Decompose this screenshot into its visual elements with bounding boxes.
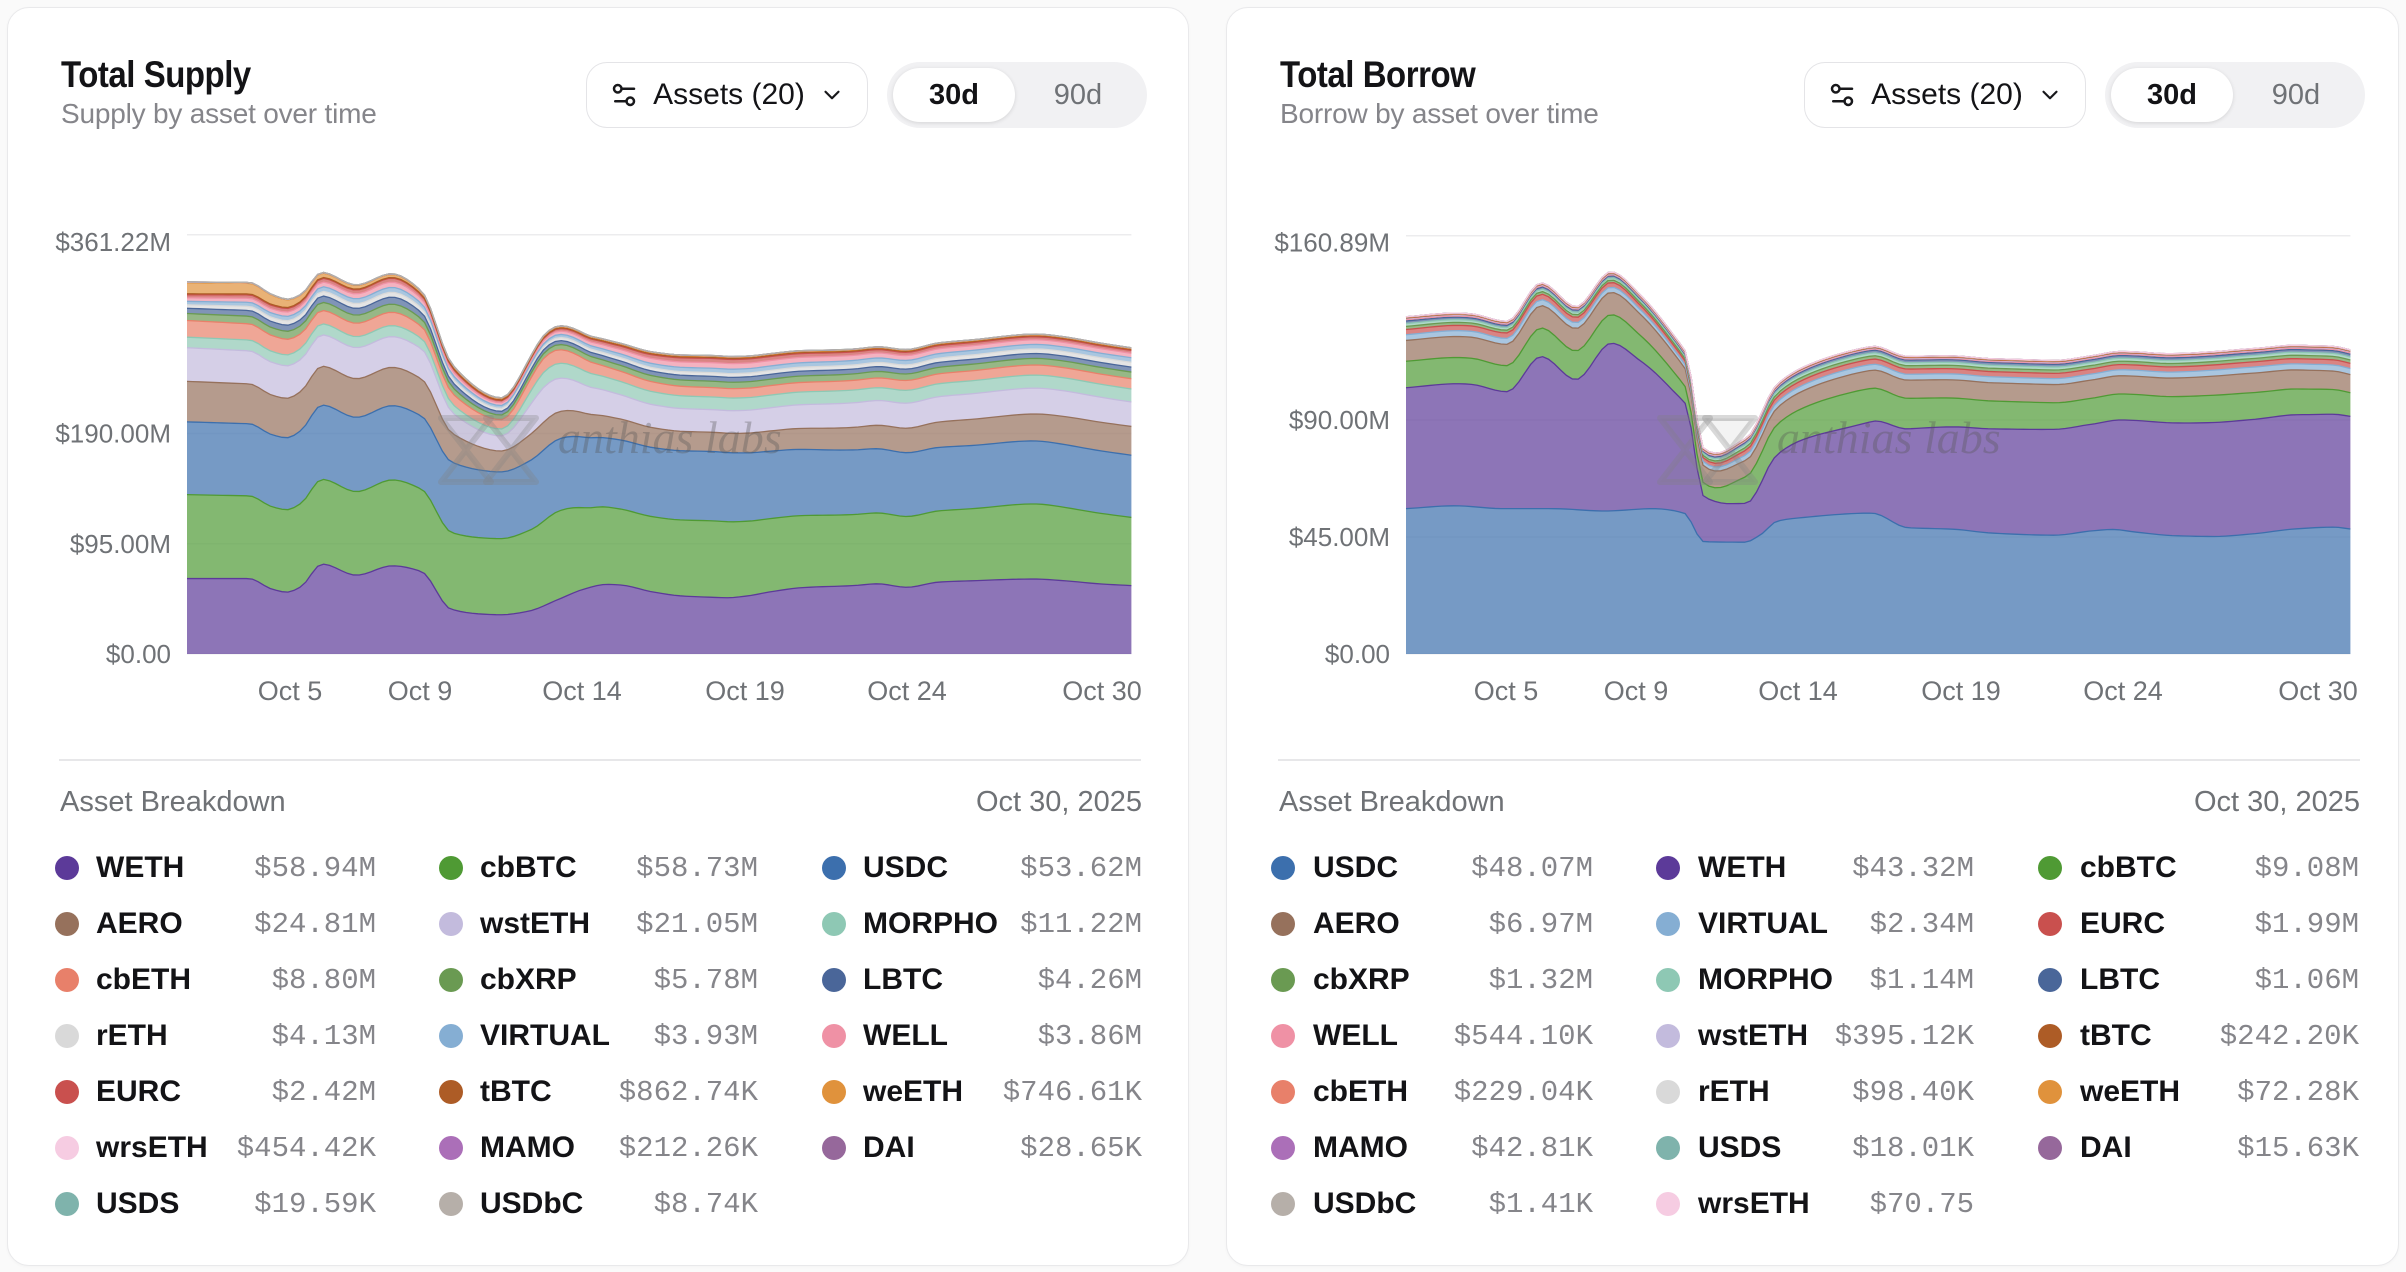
svg-text:Oct 19: Oct 19 (1921, 676, 2001, 706)
svg-text:anthias labs: anthias labs (1777, 412, 2001, 463)
svg-text:$0.00: $0.00 (106, 639, 171, 669)
svg-text:$160.89M: $160.89M (1274, 228, 1390, 258)
svg-text:$0.00: $0.00 (1325, 639, 1390, 669)
svg-text:$90.00M: $90.00M (1289, 405, 1390, 435)
svg-text:$361.22M: $361.22M (55, 227, 171, 257)
svg-text:Oct 24: Oct 24 (867, 676, 947, 706)
svg-text:Oct 19: Oct 19 (705, 676, 785, 706)
svg-text:Oct 30: Oct 30 (2278, 676, 2358, 706)
svg-text:$45.00M: $45.00M (1289, 522, 1390, 552)
svg-text:Oct 14: Oct 14 (542, 676, 622, 706)
svg-text:Oct 14: Oct 14 (1758, 676, 1838, 706)
svg-text:Oct 9: Oct 9 (388, 676, 453, 706)
svg-text:Oct 5: Oct 5 (1474, 676, 1539, 706)
svg-text:$190.00M: $190.00M (55, 419, 171, 449)
svg-text:anthias labs: anthias labs (558, 412, 782, 463)
svg-text:Oct 30: Oct 30 (1062, 676, 1142, 706)
svg-text:Oct 5: Oct 5 (258, 676, 323, 706)
svg-text:Oct 9: Oct 9 (1604, 676, 1669, 706)
svg-text:$95.00M: $95.00M (70, 529, 171, 559)
svg-text:Oct 24: Oct 24 (2083, 676, 2163, 706)
